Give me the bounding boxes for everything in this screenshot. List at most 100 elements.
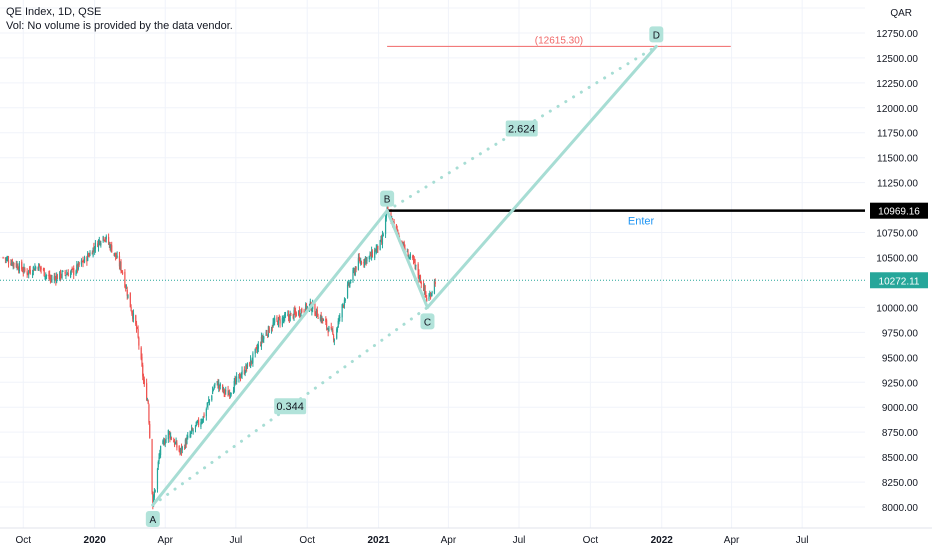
time-tick-label: Oct xyxy=(15,535,31,546)
candle-body xyxy=(38,263,40,271)
candle-body xyxy=(305,304,308,311)
candle-body xyxy=(116,255,118,258)
candle-body xyxy=(93,247,95,249)
candle-body xyxy=(235,377,237,382)
candle-body xyxy=(225,390,227,392)
candle-body xyxy=(368,256,370,260)
candle-body xyxy=(284,314,286,319)
candle-body xyxy=(353,270,355,272)
candle-body xyxy=(222,387,225,390)
candle-body xyxy=(83,256,86,263)
candle-body xyxy=(59,270,62,278)
pattern-leg-AB[interactable] xyxy=(151,209,389,507)
candle-body xyxy=(336,326,339,331)
candle-body xyxy=(104,239,107,241)
candle-body xyxy=(29,269,31,274)
candle-body xyxy=(412,255,414,259)
candle-body xyxy=(151,439,153,492)
candle-body xyxy=(314,303,316,316)
point-label-D[interactable]: D xyxy=(653,30,660,41)
candle-body xyxy=(159,453,161,456)
candle-body xyxy=(407,252,409,260)
candle-body xyxy=(173,440,176,446)
time-axis[interactable]: Oct 2020 Apr Jul Oct 2021 Apr Jul Oct 2022 Apr Jul xyxy=(0,527,932,550)
candle-body xyxy=(422,283,425,292)
time-tick-label: Apr xyxy=(724,535,740,546)
candle-body xyxy=(277,321,279,325)
ratio-label-BD: 2.624 xyxy=(508,124,536,136)
price-tick-label: 12750.00 xyxy=(876,29,918,40)
candle-body xyxy=(167,430,169,440)
candle-body xyxy=(374,249,376,258)
candle-body xyxy=(64,271,66,274)
point-label-C[interactable]: C xyxy=(424,317,431,328)
candle-body xyxy=(393,221,395,224)
pattern-ratio-line-BD[interactable] xyxy=(385,44,658,213)
price-tick-label: 11250.00 xyxy=(877,179,918,190)
candle-body xyxy=(325,318,327,323)
candle-body xyxy=(224,391,226,393)
candle-body xyxy=(371,251,373,257)
candle-body xyxy=(268,327,270,333)
candle-body xyxy=(321,317,323,323)
candle-body xyxy=(76,264,78,271)
candle-body xyxy=(91,252,93,255)
candle-body xyxy=(87,253,89,261)
candle-body xyxy=(428,296,430,300)
candle-body xyxy=(54,276,56,278)
pattern-ratio-line-AC[interactable] xyxy=(151,305,429,507)
enter-level-label: Enter xyxy=(628,216,655,228)
candle-body xyxy=(278,316,280,319)
candle-body xyxy=(6,258,8,260)
candle-body xyxy=(271,327,273,329)
abcd-pattern[interactable]: 0.344 2.624 A B C D xyxy=(145,26,664,528)
candle-body xyxy=(260,345,262,347)
candle-body xyxy=(256,348,258,350)
candle-body xyxy=(77,262,79,270)
time-tick-label: Apr xyxy=(157,535,173,546)
candle-body xyxy=(294,309,296,313)
candle-body xyxy=(11,260,14,266)
candle-body xyxy=(267,326,270,337)
candle-body xyxy=(135,323,138,330)
chart-legend: QE Index, 1D, QSE Vol: No volume is prov… xyxy=(6,5,233,33)
candle-body xyxy=(387,205,389,213)
candle-body xyxy=(45,274,47,277)
candle-body xyxy=(163,441,166,445)
candle-body xyxy=(94,242,97,249)
candle-body xyxy=(108,243,110,245)
pattern-leg-BC[interactable] xyxy=(385,209,429,309)
candle-body xyxy=(273,322,275,324)
candle-body xyxy=(429,294,431,297)
candle-body xyxy=(263,336,265,340)
candle-body xyxy=(105,236,107,240)
candle-body xyxy=(73,268,75,275)
candle-body xyxy=(97,243,99,247)
candle-body xyxy=(347,282,349,285)
candle-body xyxy=(270,329,273,332)
price-tick-label: 9750.00 xyxy=(882,328,919,339)
pattern-leg-CD[interactable] xyxy=(425,44,658,309)
point-label-A[interactable]: A xyxy=(149,515,156,526)
candle-body xyxy=(39,266,41,269)
candle-body xyxy=(38,265,41,267)
candle-body xyxy=(343,299,346,306)
symbol-line[interactable]: QE Index, 1D, QSE xyxy=(6,6,102,18)
candle-body xyxy=(7,258,9,260)
candle-body xyxy=(31,273,34,275)
candle-body xyxy=(10,263,12,265)
price-axis[interactable]: QAR 12750.00 12500.00 12250.00 12000.00 11750… xyxy=(865,0,932,550)
candle-body xyxy=(114,252,116,255)
candle-body xyxy=(412,256,415,261)
candle-body xyxy=(157,461,159,468)
candle-body xyxy=(127,294,129,298)
candle-body xyxy=(230,393,232,395)
point-label-box xyxy=(145,511,160,528)
point-label-B[interactable]: B xyxy=(384,195,391,206)
candle-body xyxy=(353,270,356,274)
candle-body xyxy=(342,304,344,306)
candle-body xyxy=(322,318,324,321)
candle-body xyxy=(219,384,221,386)
candle-body xyxy=(45,274,48,276)
